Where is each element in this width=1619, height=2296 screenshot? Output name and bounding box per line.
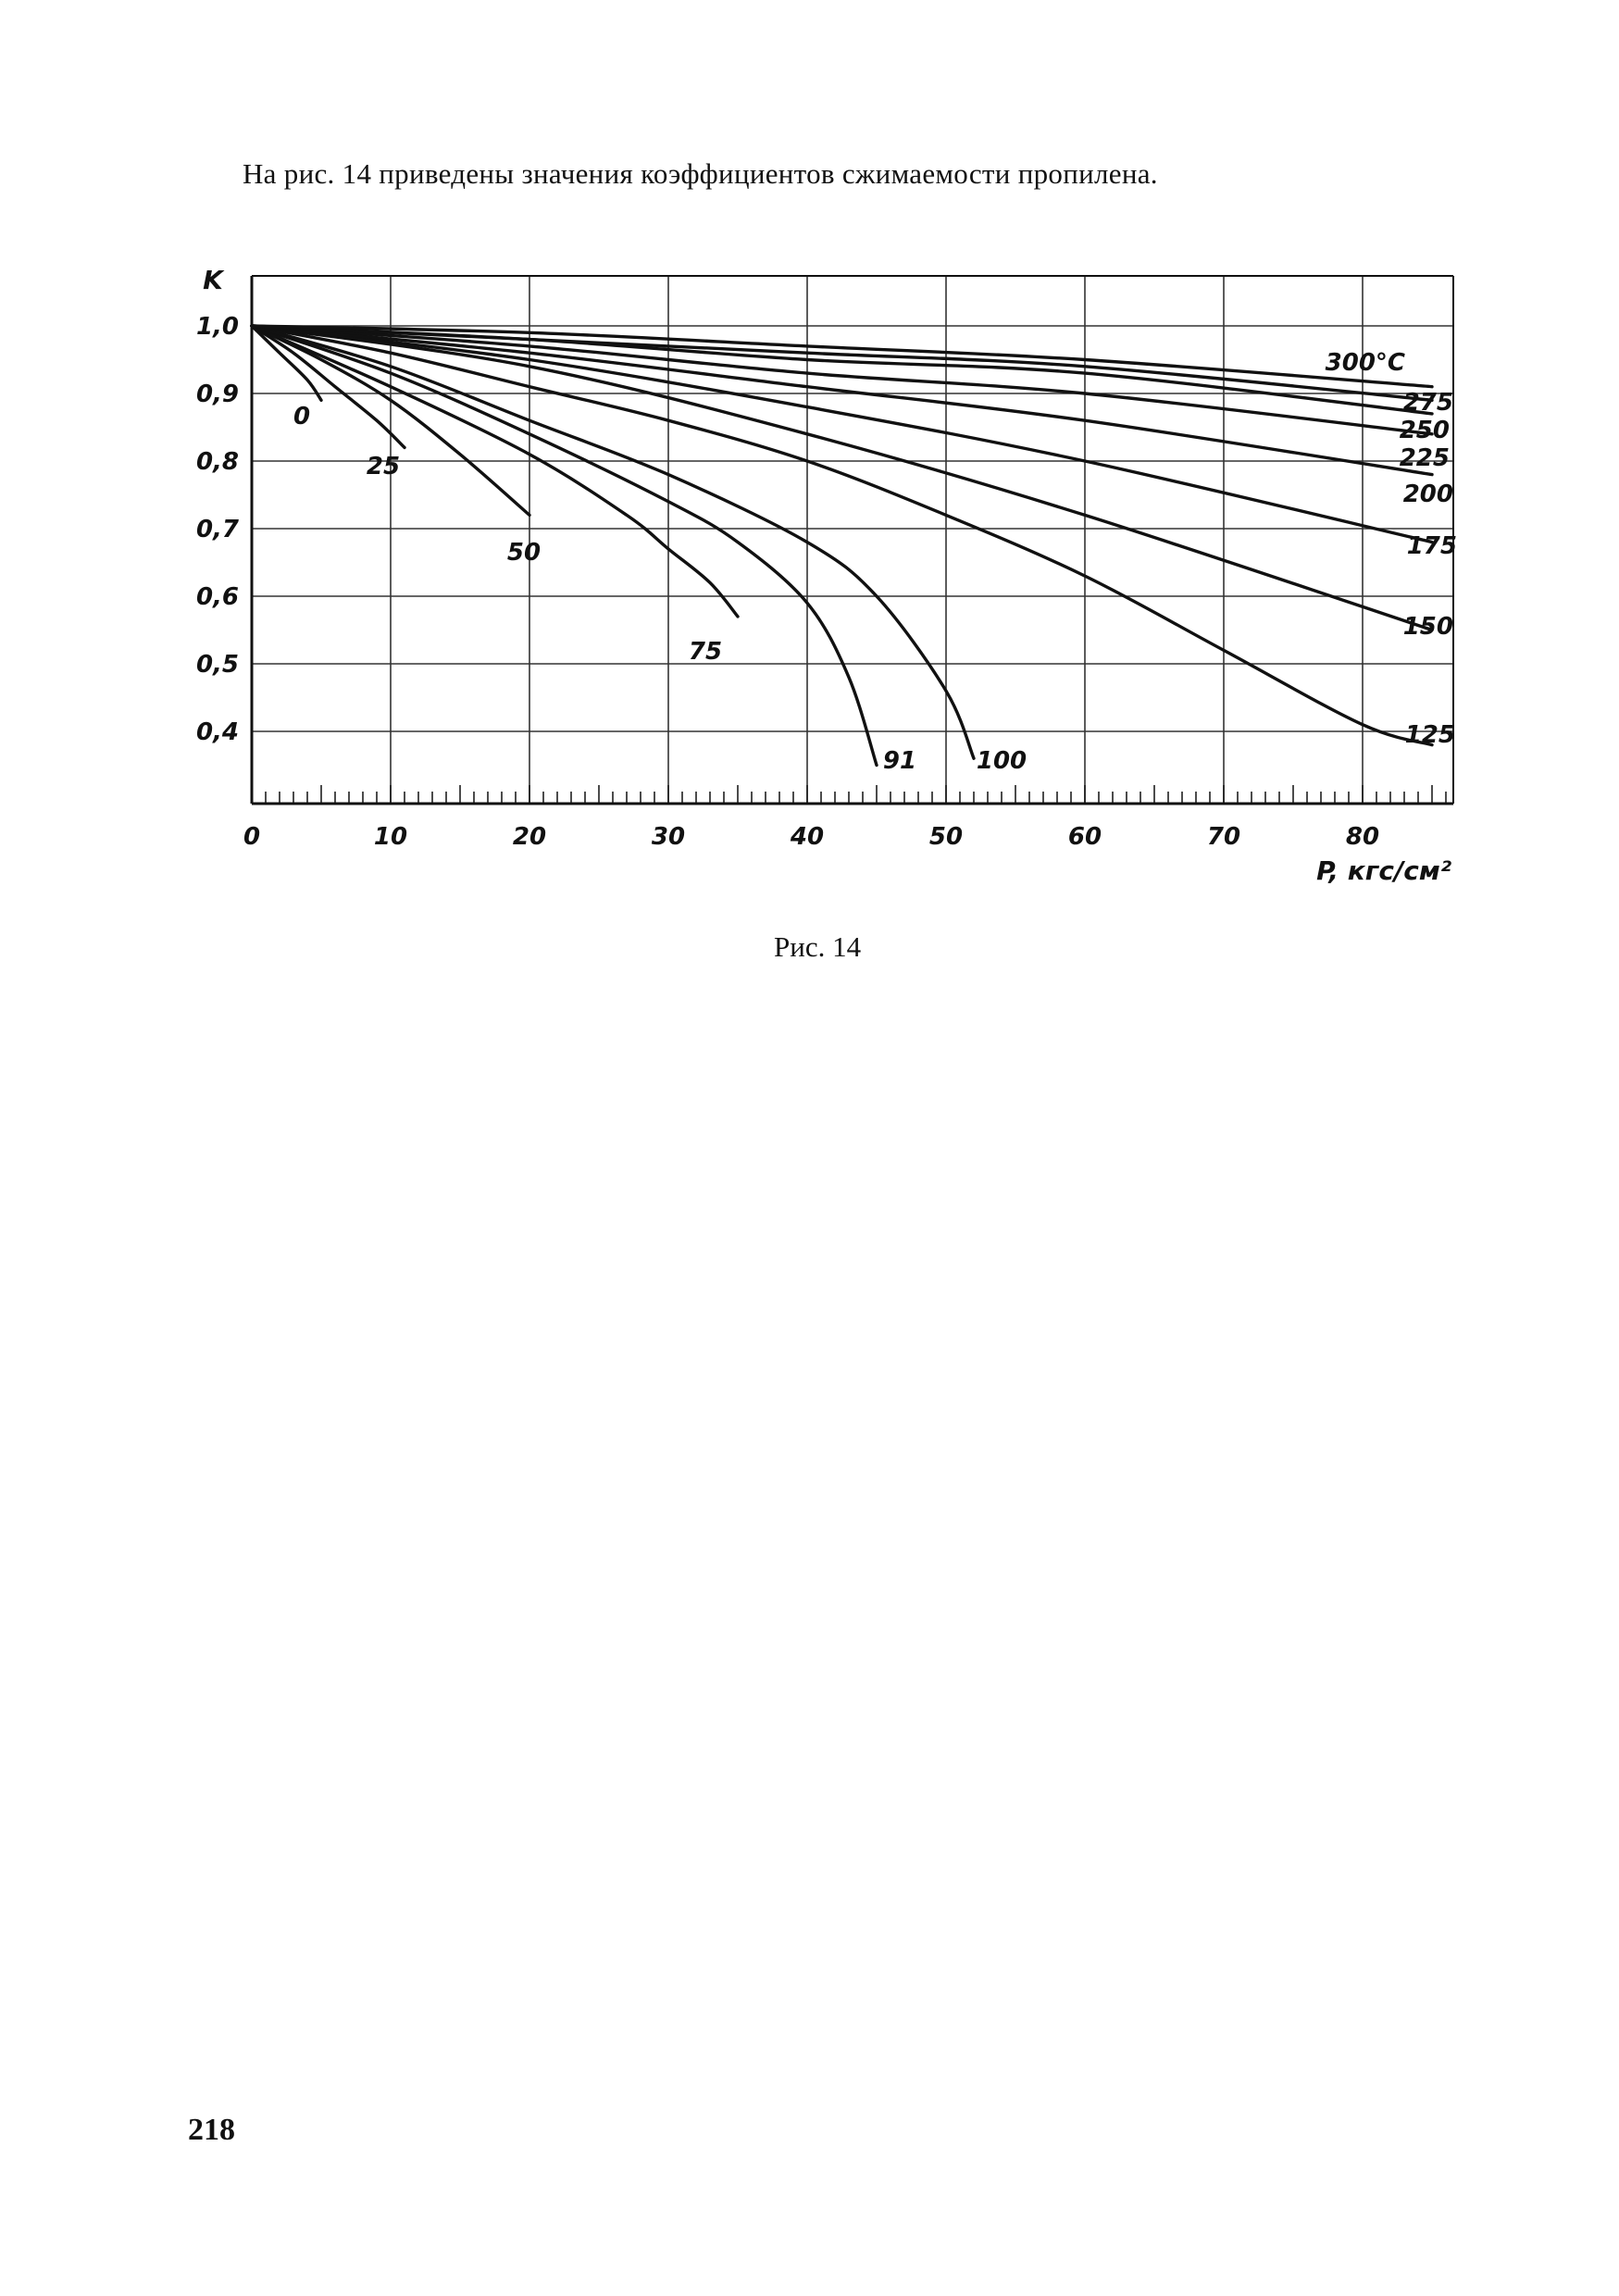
x-tick-label: 0 [243,823,260,851]
series-label-150: 150 [1403,613,1453,641]
series-label-50: 50 [507,539,541,567]
series-line-75 [250,324,740,618]
series-line-275 [250,324,1434,402]
intro-paragraph: На рис. 14 приведены значения коэффициен… [243,157,1158,190]
series-line-200 [250,324,1434,477]
figure-caption: Рис. 14 [774,930,862,963]
page-number: 218 [188,2113,235,2147]
series-label-100: 100 [977,747,1027,775]
chart-series [250,324,1434,767]
series-line-91 [250,324,878,767]
x-tick-label: 20 [513,823,546,851]
y-axis-label: K [203,265,225,295]
series-label-75: 75 [689,638,722,666]
x-tick-label: 10 [374,823,407,851]
x-tick-label: 80 [1346,823,1379,851]
y-tick-label: 0,7 [196,516,240,543]
y-tick-label: 0,6 [196,583,239,611]
y-tick-label: 0,8 [196,448,239,476]
y-tick-label: 0,5 [196,651,239,679]
series-line-150 [250,324,1434,632]
series-label-175: 175 [1407,532,1457,560]
y-tick-label: 0,9 [196,381,239,408]
x-tick-label: 30 [652,823,685,851]
chart-labels: 0 10 20 30 40 50 60 70 80 0,4 0,5 0,6 0,7 0,8 0,9 1,0 K P… [196,265,1457,886]
series-line-175 [250,324,1434,544]
chart-frame [250,275,1454,805]
x-tick-label: 70 [1207,823,1240,851]
series-label-125: 125 [1405,721,1455,749]
x-tick-label: 50 [929,823,963,851]
x-axis-label: P, кгс/см² [1316,855,1452,886]
series-label-200: 200 [1403,480,1453,508]
series-line-50 [250,324,531,518]
series-label-25: 25 [367,453,400,480]
series-label-91: 91 [883,747,916,775]
series-label-300C: 300°C [1326,349,1405,377]
series-line-100 [250,324,976,760]
x-tick-label: 60 [1068,823,1102,851]
series-line-0 [250,324,323,402]
series-line-125 [250,324,1434,747]
series-label-250: 250 [1400,417,1450,444]
y-tick-label: 0,4 [196,718,239,746]
compressibility-chart: 0 10 20 30 40 50 60 70 80 0,4 0,5 0,6 0,7 0,8 0,9 1,0 K P… [196,265,1457,886]
series-label-275: 275 [1403,389,1453,417]
y-tick-label: 1,0 [196,313,239,341]
x-tick-label: 40 [790,823,824,851]
series-line-300C [250,324,1434,389]
series-line-225 [250,324,1434,436]
series-label-0: 0 [293,403,310,430]
series-line-25 [250,324,406,450]
series-label-225: 225 [1400,444,1450,472]
